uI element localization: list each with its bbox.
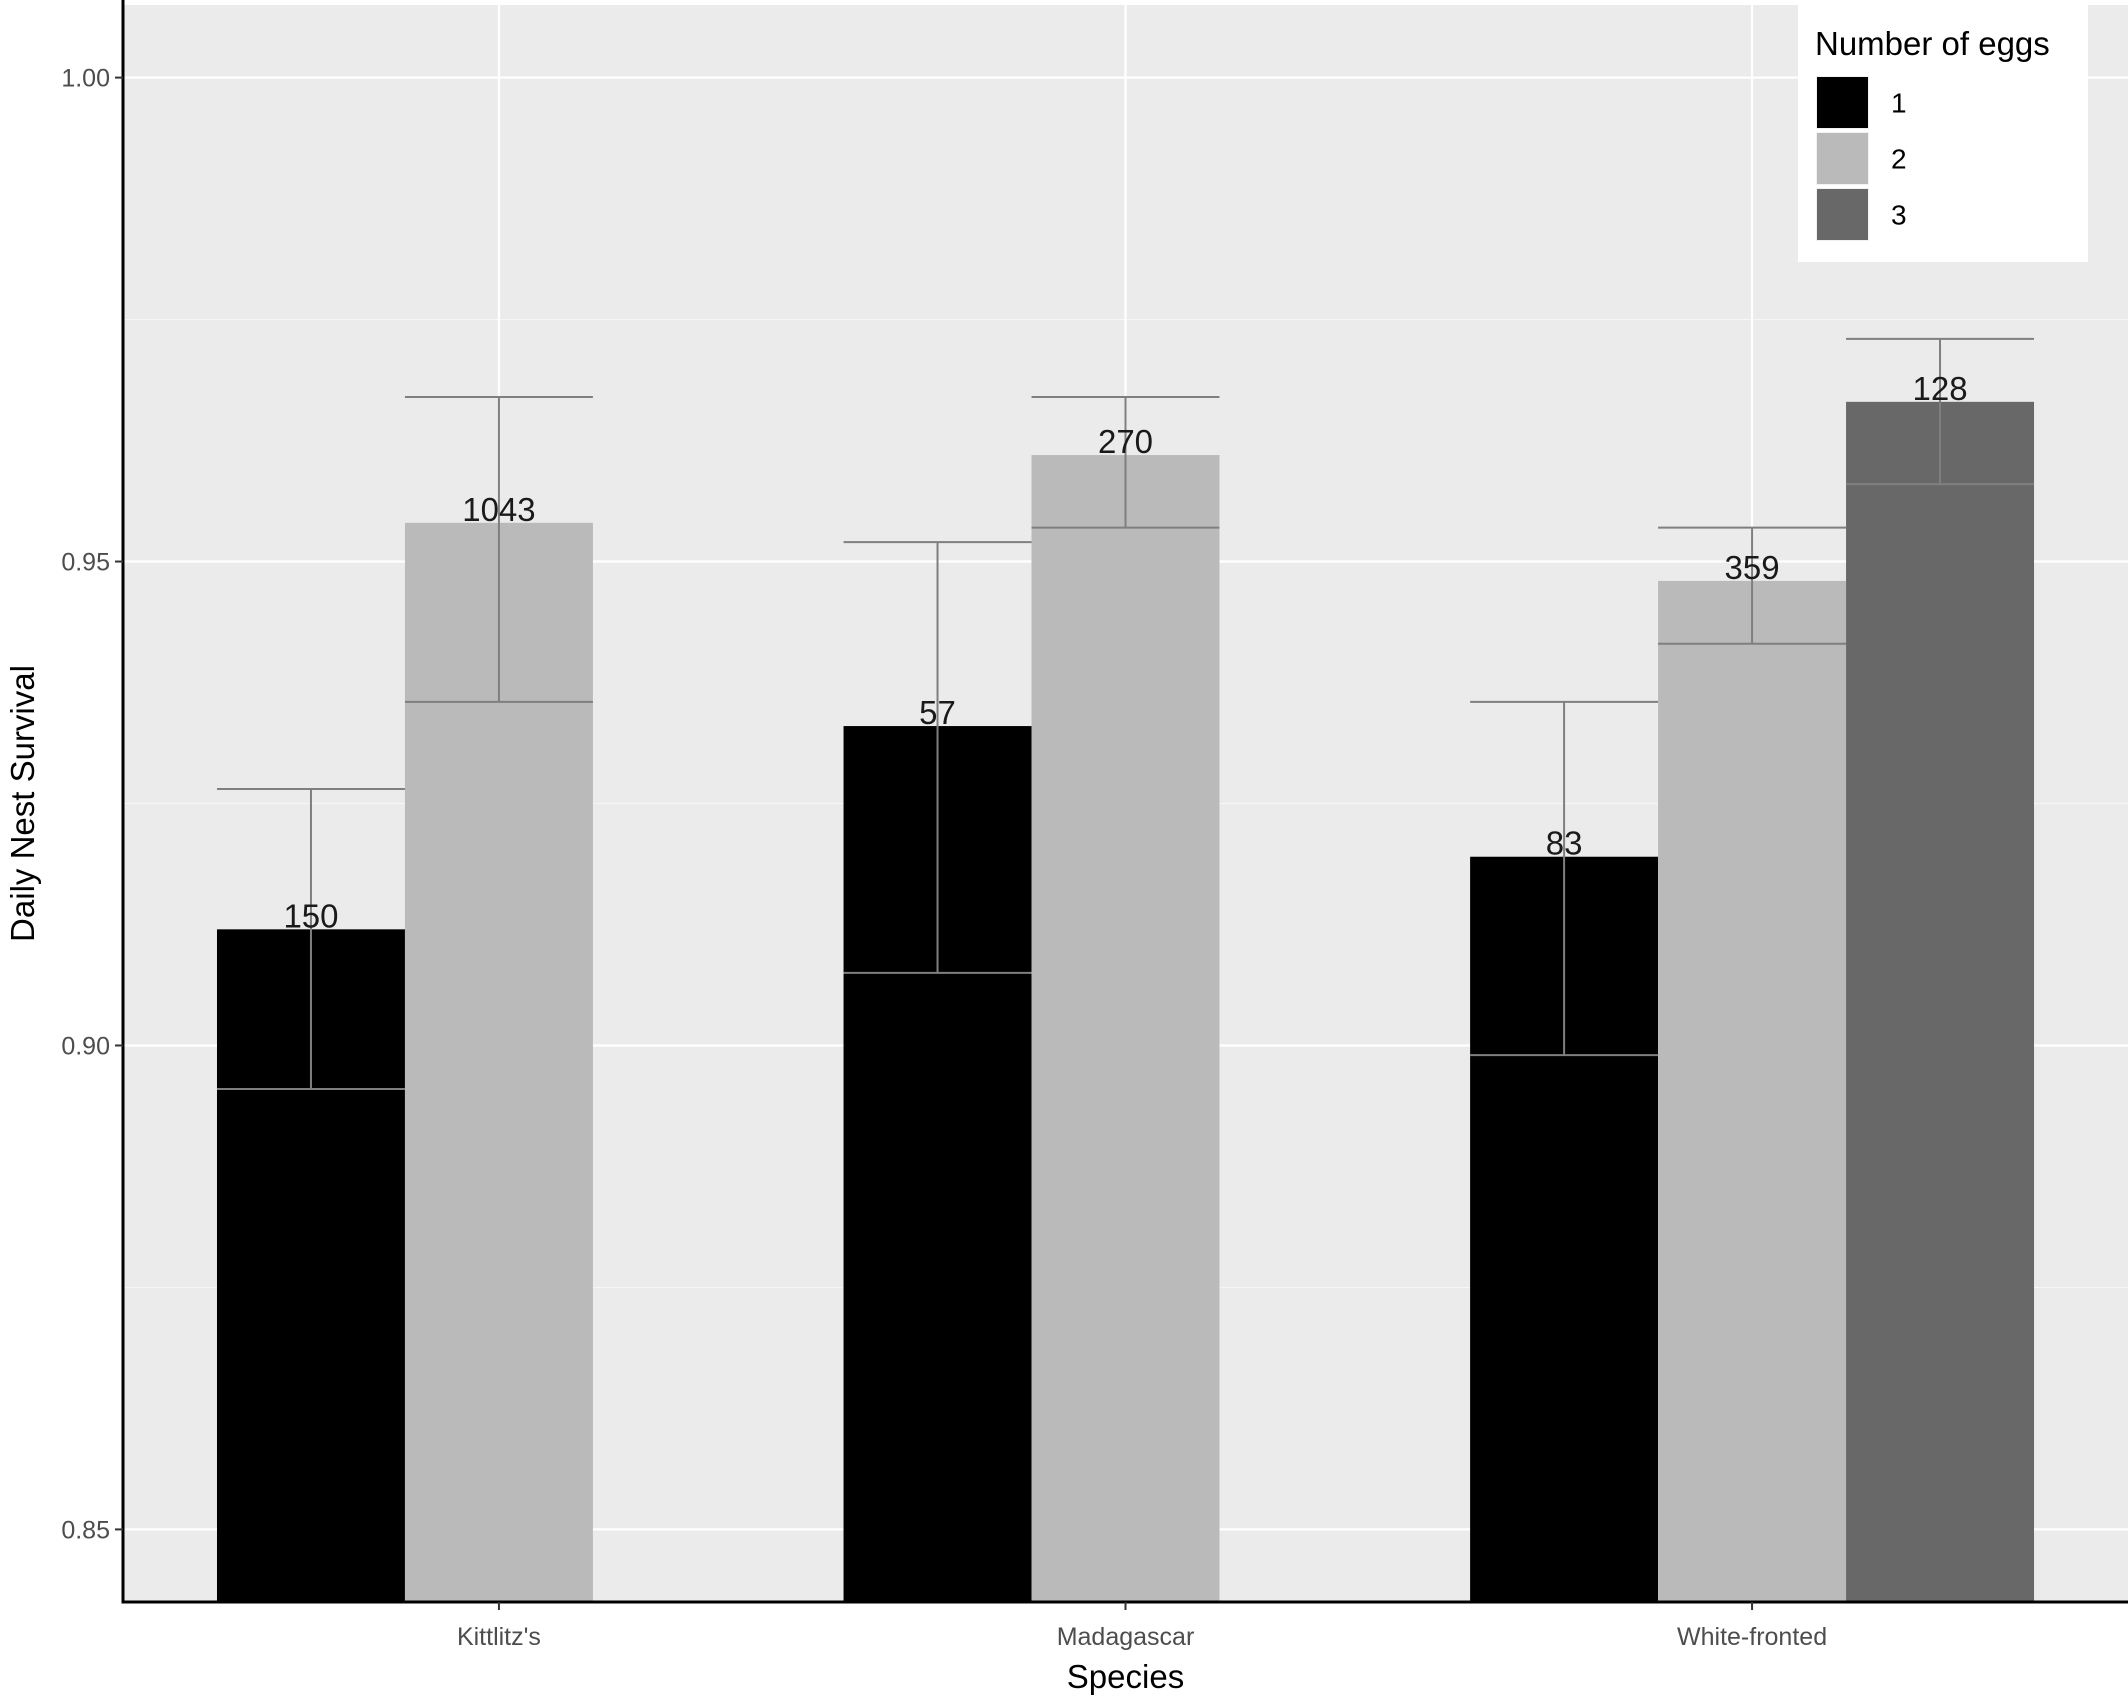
legend-item-2: 2 [1816,132,1907,185]
legend-item-1: 1 [1816,76,1907,129]
error-bar [843,541,1032,974]
data-label: 83 [1546,825,1583,862]
axes: 0.85 0.90 0.95 1.00 Kittlitz's Madagascar Whit… [61,0,2128,1651]
data-label: 270 [1098,423,1153,460]
y-tick-label: 1.00 [61,65,110,93]
error-bar [1658,526,1847,645]
legend-label: 2 [1891,144,1907,175]
bar-White-fronted-2 [1658,580,1847,1602]
error-bars [216,337,2035,1091]
legend-key-swatch [1817,77,1868,128]
data-labels: 150 1043 57 270 83 359 128 [283,370,1967,934]
data-label: 150 [283,897,338,934]
y-tick-label: 0.95 [61,549,110,577]
data-label: 128 [1913,370,1968,407]
legend-items: 1 2 3 [1816,76,1907,241]
bar-Madagascar-2 [1031,455,1220,1603]
x-tick-label: Kittlitz's [457,1623,541,1651]
y-axis-title: Daily Nest Survival [4,665,41,942]
legend-label: 1 [1891,88,1907,119]
data-label: 1043 [462,491,535,528]
error-bar [1470,700,1659,1057]
error-bar [1031,395,1220,529]
legend-key-swatch [1817,133,1868,184]
bar-White-fronted-3 [1846,401,2035,1602]
bars [216,401,2035,1603]
x-tick-label: White-fronted [1677,1623,1827,1651]
y-tick-label: 0.90 [61,1032,110,1060]
error-bar [216,787,405,1091]
data-label: 359 [1725,549,1780,586]
legend-key-swatch [1817,189,1868,240]
x-tick-label: Madagascar [1057,1623,1195,1651]
y-tick-label: 0.85 [61,1516,110,1544]
x-axis-title: Species [1067,1658,1184,1695]
error-bar [404,395,593,703]
legend-label: 3 [1891,200,1907,231]
legend-title: Number of eggs [1815,25,2050,62]
legend-item-3: 3 [1816,188,1907,241]
error-bar [1846,337,2035,486]
data-label: 57 [919,694,956,731]
legend: Number of eggs 1 2 3 [1798,5,2088,262]
